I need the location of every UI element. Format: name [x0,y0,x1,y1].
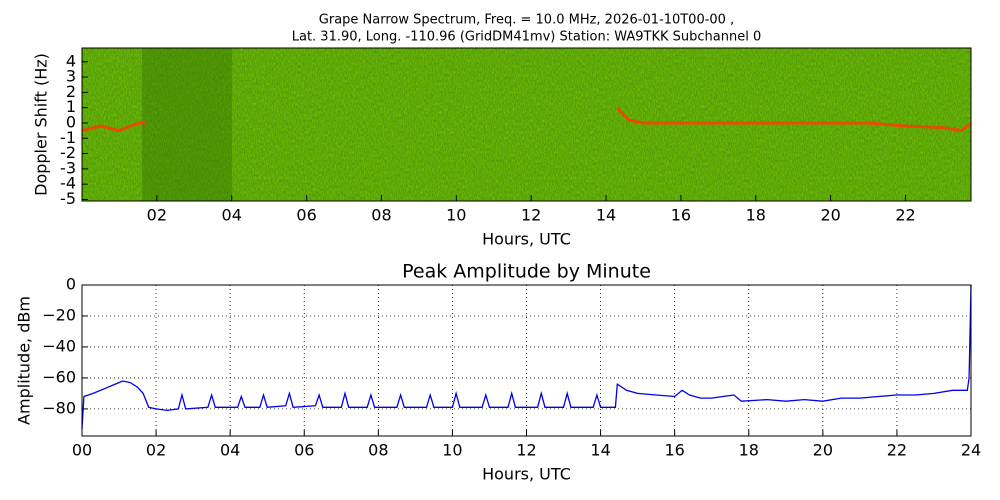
x-tick-label: 08 [368,441,388,460]
amplitude-line [81,284,972,430]
doppler-trace [81,106,972,133]
x-tick-label: 04 [222,206,242,225]
chart-title: Peak Amplitude by Minute [402,261,651,283]
x-tick-label: 16 [671,206,691,225]
y-tick-label: 2 [66,82,76,101]
x-tick-label: 00 [72,441,92,460]
x-tick-label: 18 [746,206,766,225]
y-tick-label: −80 [42,398,76,417]
chart-title: Grape Narrow Spectrum, Freq. = 10.0 MHz,… [319,13,734,28]
x-axis-label: Hours, UTC [482,230,571,249]
y-tick-label: 0 [66,112,76,131]
spectrogram-dark-band [142,48,232,201]
y-tick-label: -1 [60,128,76,147]
chart-subtitle: Lat. 31.90, Long. -110.96 (GridDM41mv) S… [292,30,762,45]
y-tick-label: 0 [66,275,76,294]
y-axis-label: Amplitude, dBm [15,296,34,425]
x-tick-label: 08 [371,206,391,225]
x-tick-label: 06 [294,441,314,460]
x-tick-label: 04 [220,441,240,460]
x-tick-label: 02 [146,441,166,460]
x-tick-label: 06 [296,206,316,225]
plot-frame [81,47,972,202]
x-tick-label: 20 [813,441,833,460]
x-tick-label: 16 [664,441,684,460]
y-tick-label: −60 [42,367,76,386]
y-tick-label: 4 [66,51,76,70]
x-tick-label: 14 [590,441,610,460]
y-tick-label: -5 [60,189,76,208]
y-axis-label: Doppler Shift (Hz) [32,53,51,196]
y-tick-label: −40 [42,336,76,355]
x-tick-label: 24 [961,441,981,460]
y-tick-label: -3 [60,158,76,177]
x-tick-label: 22 [887,441,907,460]
x-tick-label: 02 [147,206,167,225]
x-tick-label: 12 [516,441,536,460]
plot-frame [81,284,972,437]
x-tick-label: 18 [739,441,759,460]
x-tick-label: 10 [446,206,466,225]
x-tick-label: 14 [596,206,616,225]
y-tick-label: -2 [60,143,76,162]
x-axis-label: Hours, UTC [482,465,571,484]
x-tick-label: 12 [521,206,541,225]
y-tick-label: 3 [66,67,76,86]
y-tick-label: 1 [66,97,76,116]
y-tick-label: -4 [60,174,76,193]
x-tick-label: 10 [442,441,462,460]
x-tick-label: 22 [895,206,915,225]
y-tick-label: −20 [42,305,76,324]
x-tick-label: 20 [820,206,840,225]
